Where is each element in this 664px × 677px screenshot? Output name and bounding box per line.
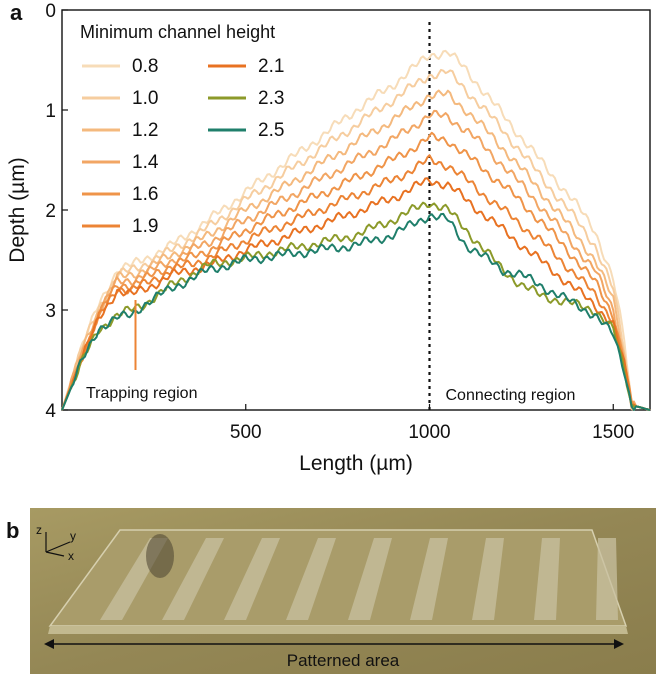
pattern-stripe <box>348 538 392 620</box>
legend-label: 1.4 <box>132 152 159 173</box>
series-line-2.3 <box>61 201 651 411</box>
series-line-2.1 <box>61 177 651 411</box>
panel-a-letter: a <box>10 0 23 25</box>
legend-label: 1.9 <box>132 216 158 237</box>
patterned-area-caption: Patterned area <box>287 651 400 670</box>
axis-x-label: x <box>68 549 74 563</box>
pattern-stripe <box>410 538 448 620</box>
slide-edge <box>48 626 628 634</box>
axis-y-label: y <box>70 529 76 543</box>
series-line-1.6 <box>61 131 651 411</box>
series-line-1.4 <box>61 109 651 411</box>
connecting-region-label: Connecting region <box>446 387 576 404</box>
x-tick-label: 1000 <box>408 422 450 443</box>
series-line-2.5 <box>61 212 651 411</box>
legend-label: 1.2 <box>132 120 158 141</box>
pattern-stripe <box>224 538 280 620</box>
legend-label: 2.3 <box>258 88 284 109</box>
chart-labels: Length (µm) Depth (µm) Trapping region Conn… <box>6 157 575 475</box>
x-tick-label: 1500 <box>592 422 634 443</box>
legend-label: 2.1 <box>258 56 284 77</box>
axis-indicator: z y x <box>36 523 76 563</box>
y-tick-label: 1 <box>45 101 56 122</box>
legend-label: 1.0 <box>132 88 158 109</box>
y-axis-label: Depth (µm) <box>6 157 29 262</box>
y-tick-label: 4 <box>45 401 56 422</box>
pattern-stripe <box>286 538 336 620</box>
series-line-0.8 <box>61 49 651 411</box>
legend-label: 0.8 <box>132 56 158 77</box>
legend-title: Minimum channel height <box>80 22 275 42</box>
x-tick-label: 500 <box>230 422 262 443</box>
device-photo: z y x Patterned area <box>30 508 656 674</box>
pattern-stripe <box>534 538 560 620</box>
series-line-1.2 <box>61 89 651 411</box>
pattern-stripe <box>596 538 618 620</box>
x-axis-label: Length (µm) <box>299 452 413 475</box>
patterned-area-arrow <box>44 639 624 649</box>
pattern-stripe <box>162 538 224 620</box>
axes: 0 1 2 3 4 500 1000 1500 <box>45 1 651 443</box>
series-lines <box>61 49 651 411</box>
panel-b-letter: b <box>6 518 20 543</box>
trapping-region-label: Trapping region <box>86 385 197 402</box>
y-tick-label: 3 <box>45 301 56 322</box>
pattern-stripe <box>472 538 504 620</box>
legend-label: 1.6 <box>132 184 158 205</box>
y-tick-label: 0 <box>45 1 56 22</box>
y-tick-label: 2 <box>45 201 56 222</box>
legend: Minimum channel height 0.8 1.0 1.2 1.4 1.6 1.9… <box>80 22 284 237</box>
axis-z-label: z <box>36 523 42 537</box>
legend-label: 2.5 <box>258 120 284 141</box>
shadow-blob <box>146 534 174 578</box>
